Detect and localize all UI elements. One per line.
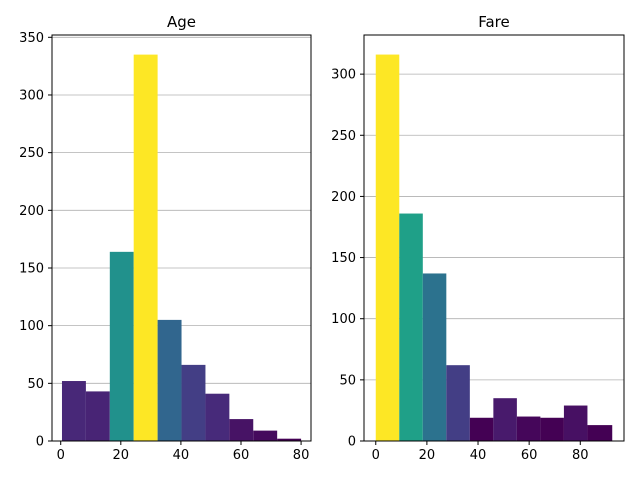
age-panel: Age 0 20 40 60 80 0 50 100 150 200 250 300 350	[19, 13, 312, 463]
fare-xtick-label: 80	[572, 448, 589, 463]
fare-bar-6	[516, 416, 541, 441]
fare-title: Fare	[478, 13, 510, 31]
fare-panel: Fare 0 20 40 60 80 0 50 100 150 200 250 300	[331, 13, 625, 463]
age-ytick-label: 200	[19, 204, 44, 219]
age-ytick-label: 250	[19, 146, 44, 161]
fare-ytick-label: 50	[339, 373, 356, 388]
fare-xtick-label: 20	[419, 448, 436, 463]
fare-xtick-label: 0	[372, 448, 380, 463]
age-bar-4	[157, 319, 182, 441]
age-ytick-label: 100	[19, 319, 44, 334]
fare-ytick-label: 150	[331, 251, 356, 266]
fare-bar-1	[399, 213, 423, 441]
fare-bar-9	[587, 425, 613, 441]
age-xtick-label: 0	[57, 448, 65, 463]
age-ytick-label: 350	[19, 31, 44, 46]
age-xtick-label: 60	[233, 448, 250, 463]
fare-ytick-label: 100	[331, 312, 356, 327]
fare-ytick-label: 250	[331, 129, 356, 144]
fare-bar-0	[375, 54, 400, 442]
fare-ytick-label: 0	[348, 435, 356, 450]
fare-bar-7	[540, 417, 564, 441]
age-ticks: 0 20 40 60 80 0 50 100 150 200 250 300 350	[19, 31, 309, 463]
fare-ticks: 0 20 40 60 80 0 50 100 150 200 250 300	[331, 68, 588, 463]
age-bar-5	[181, 364, 206, 441]
age-xtick-label: 80	[293, 448, 310, 463]
age-bar-2	[109, 251, 134, 441]
age-ytick-label: 50	[27, 377, 44, 392]
age-bar-9	[277, 438, 302, 441]
age-ytick-label: 150	[19, 261, 44, 276]
fare-axes-frame	[363, 34, 625, 442]
fare-bars	[375, 54, 613, 442]
fare-bar-3	[446, 365, 470, 441]
age-xtick-label: 20	[113, 448, 130, 463]
fare-xtick-label: 40	[470, 448, 487, 463]
fare-bar-4	[469, 417, 494, 441]
age-ytick-label: 300	[19, 88, 44, 103]
age-bars	[61, 54, 302, 441]
fare-bar-2	[422, 273, 447, 441]
age-bar-0	[61, 381, 86, 441]
age-bar-1	[85, 391, 110, 441]
fare-xtick-label: 60	[521, 448, 538, 463]
fare-ytick-label: 300	[331, 68, 356, 83]
age-xtick-label: 40	[173, 448, 190, 463]
age-ytick-label: 0	[36, 435, 44, 450]
fare-bar-8	[563, 405, 588, 441]
age-bar-6	[205, 393, 230, 441]
age-title: Age	[167, 13, 196, 31]
age-axes-frame	[51, 34, 312, 442]
age-bar-7	[229, 419, 254, 441]
fare-ytick-label: 200	[331, 190, 356, 205]
fare-bar-5	[493, 398, 517, 441]
age-bar-3	[133, 54, 158, 441]
age-bar-8	[253, 430, 278, 441]
